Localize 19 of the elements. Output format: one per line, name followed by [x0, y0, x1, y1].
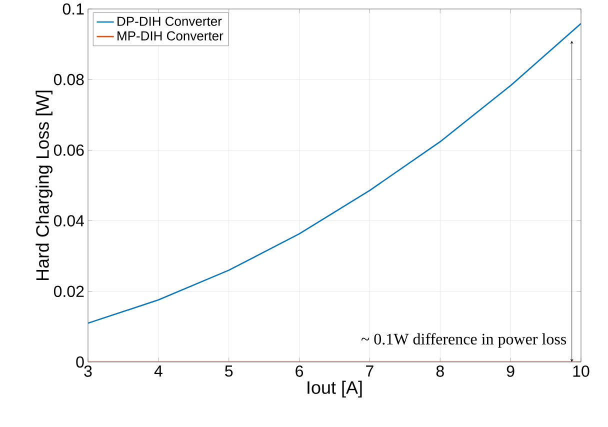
y-tick-label: 0.04 [54, 215, 84, 226]
x-tick-label: 8 [436, 366, 444, 377]
y-tick-label: 0.1 [62, 3, 84, 15]
legend-label: DP-DIH Converter [118, 16, 222, 26]
x-tick-label: 9 [506, 366, 514, 377]
x-tick-label: 10 [573, 366, 590, 377]
x-axis-title: Iout [A] [308, 380, 362, 398]
legend-label: MP-DIH Converter [118, 31, 224, 40]
x-tick-label: 4 [154, 366, 162, 377]
x-tick-label: 3 [84, 366, 92, 377]
annotation: ~ 0.1W difference in power loss [361, 333, 566, 348]
y-tick-label: 0.02 [54, 286, 84, 298]
y-tick-label: 0.06 [54, 144, 84, 156]
y-axis-title: Hard Charging Loss [W] [36, 90, 52, 280]
x-tick-label: 7 [366, 366, 374, 377]
x-tick-label: 5 [225, 366, 233, 377]
y-tick-label: 0.08 [54, 74, 84, 86]
x-tick-label: 6 [296, 366, 304, 377]
y-tick-label: 0 [76, 356, 84, 368]
